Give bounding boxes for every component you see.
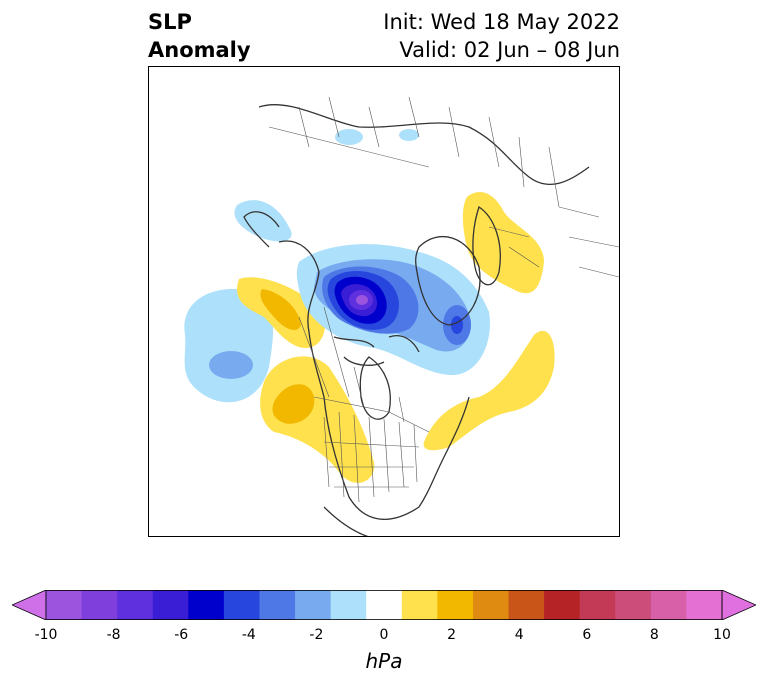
coastlines xyxy=(243,104,590,536)
title-line-1: SLP xyxy=(148,10,192,34)
colorbar-tick-label: -6 xyxy=(174,627,189,643)
alaska-low xyxy=(234,200,292,242)
colorbar-tick-label: 4 xyxy=(514,627,524,643)
hudson-bay xyxy=(359,356,391,420)
colorbar-bin xyxy=(46,590,83,620)
map-canvas xyxy=(184,96,619,536)
colorbar-bin xyxy=(295,590,332,620)
init-date: Init: Wed 18 May 2022 xyxy=(383,10,620,34)
russia-low-a xyxy=(335,129,363,145)
arctic-islands xyxy=(333,335,420,366)
colorbar-bin xyxy=(615,590,652,620)
colorbar-tick-label: 10 xyxy=(713,627,731,643)
colorbar-bin xyxy=(508,590,545,620)
canada-province-lines xyxy=(298,306,405,423)
colorbar-bin xyxy=(437,590,474,620)
eurasia-interior xyxy=(268,96,430,168)
date-info: Init: Wed 18 May 2022 Valid: 02 Jun – 08… xyxy=(383,8,620,64)
atlantic-high xyxy=(423,330,555,451)
colorbar-bin xyxy=(686,590,723,620)
north-america-coast xyxy=(278,240,470,520)
colorbar-tick-label: -8 xyxy=(106,627,121,643)
russia-low-b xyxy=(399,129,419,141)
colorbar-under-arrow xyxy=(12,590,47,620)
colorbar-bin xyxy=(81,590,118,620)
eurasia-coast xyxy=(258,104,590,186)
colorbar-bin xyxy=(330,590,367,620)
pacific-low-outer xyxy=(184,288,274,403)
valid-range: Valid: 02 Jun – 08 Jun xyxy=(399,38,620,62)
alaska-high-inner xyxy=(260,289,301,331)
map-title: SLP Anomaly xyxy=(148,8,251,64)
arctic-low-l8 xyxy=(356,295,368,305)
colorbar-bin xyxy=(259,590,296,620)
colorbar-tick-label: 2 xyxy=(447,627,457,643)
anomaly-map xyxy=(148,66,620,537)
colorbar-bin xyxy=(579,590,616,620)
colorbar-bin xyxy=(152,590,189,620)
colorbar-tick-label: 0 xyxy=(379,627,389,643)
colorbar-tick-label: -4 xyxy=(241,627,256,643)
greenland xyxy=(415,236,481,326)
baja-mexico xyxy=(323,506,369,536)
colorbar-tick-label: 8 xyxy=(649,627,659,643)
baffin-low-core xyxy=(451,316,463,334)
colorbar-tick-label: -2 xyxy=(309,627,324,643)
title-line-2: Anomaly xyxy=(148,38,251,62)
pacific-low-inner xyxy=(209,351,253,379)
us-canada-border xyxy=(313,396,430,433)
colorbar-bin xyxy=(401,590,438,620)
colorbar-tick-label: 6 xyxy=(582,627,592,643)
west-us-high-outer xyxy=(260,356,375,483)
colorbar-over-arrow xyxy=(721,590,756,620)
scandinavia xyxy=(472,205,501,286)
colorbar-tick-label: -10 xyxy=(34,627,58,643)
colorbar-bin xyxy=(188,590,225,620)
colorbar-bin xyxy=(650,590,687,620)
alaska xyxy=(243,211,280,248)
colorbar-bin xyxy=(472,590,510,620)
colorbar-border xyxy=(45,590,723,620)
colorbar-units: hPa xyxy=(365,649,403,673)
russia-borders xyxy=(448,106,619,278)
colorbar-bin xyxy=(366,590,403,620)
colorbar-bin xyxy=(117,590,154,620)
west-us-high-inner xyxy=(272,384,315,424)
political-borders xyxy=(268,96,619,503)
colorbar-bin xyxy=(544,590,581,620)
colorbar-bin xyxy=(223,590,260,620)
anomaly-shading xyxy=(184,129,555,483)
russia-high xyxy=(462,192,544,294)
colorbar xyxy=(12,590,756,620)
us-state-lines xyxy=(323,411,420,503)
